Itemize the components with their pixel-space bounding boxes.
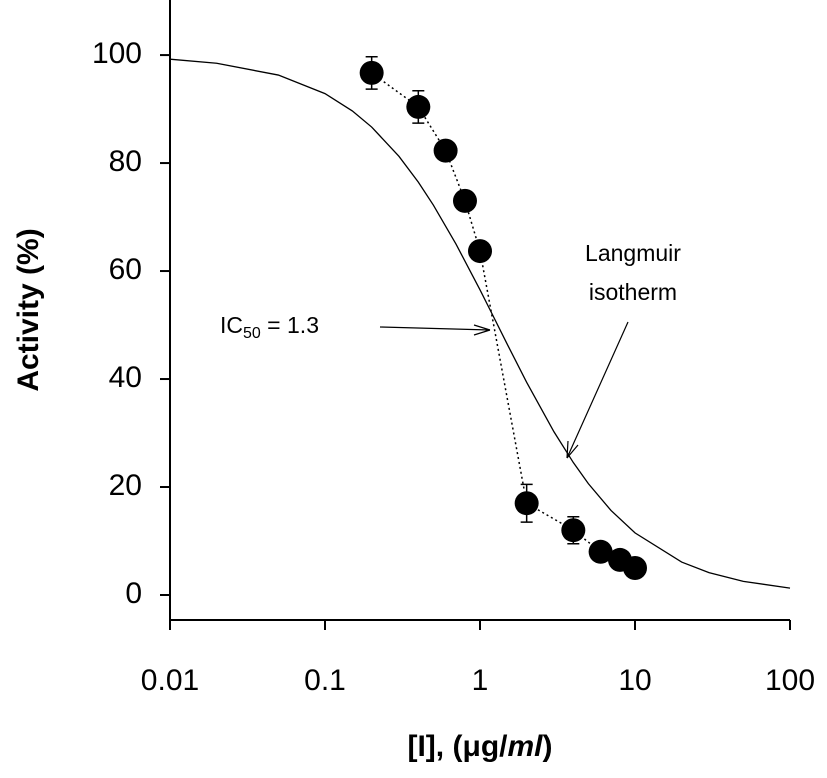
data-connector xyxy=(371,72,636,569)
data-point xyxy=(452,188,477,213)
langmuir-curve xyxy=(169,58,791,589)
y-tick-label: 20 xyxy=(109,469,142,502)
ann-part: 50 xyxy=(243,325,261,342)
y-tick-label: 40 xyxy=(109,361,142,394)
data-point xyxy=(623,556,647,581)
x-axis-label: [I], (μg/ml) xyxy=(407,730,552,763)
x-tick-label: 1 xyxy=(472,664,489,697)
ann-part: IC xyxy=(220,312,243,338)
y-tick-label: 60 xyxy=(109,253,142,286)
x-label-part: ) xyxy=(543,730,553,763)
ic50-arrowhead xyxy=(473,324,491,336)
ic50-annotation: IC50 = 1.3 xyxy=(220,312,319,342)
x-tick-label: 0.1 xyxy=(304,664,346,697)
data-point xyxy=(406,94,431,119)
x-tick-label: 10 xyxy=(618,664,651,697)
x-tick-label: 0.01 xyxy=(141,664,199,697)
y-tick-label: 0 xyxy=(125,577,142,610)
langmuir-arrow xyxy=(566,321,629,459)
langmuir-annotation: isotherm xyxy=(589,279,677,305)
data-point xyxy=(433,138,458,163)
ann-part: = 1.3 xyxy=(261,312,319,338)
x-label-part: [I], (μg/ xyxy=(407,730,508,763)
data-point xyxy=(359,60,384,85)
data-point xyxy=(514,491,539,516)
data-point xyxy=(468,239,492,264)
data-point xyxy=(561,518,586,543)
y-tick-label: 100 xyxy=(92,37,142,70)
y-tick-label: 80 xyxy=(109,145,142,178)
y-axis-label: Activity (%) xyxy=(12,228,45,391)
data-point xyxy=(588,539,613,564)
x-tick-label: 100 xyxy=(765,664,815,697)
x-label-part: ml xyxy=(507,730,543,763)
ic50-arrow xyxy=(379,326,491,331)
langmuir-annotation: Langmuir xyxy=(585,240,681,266)
